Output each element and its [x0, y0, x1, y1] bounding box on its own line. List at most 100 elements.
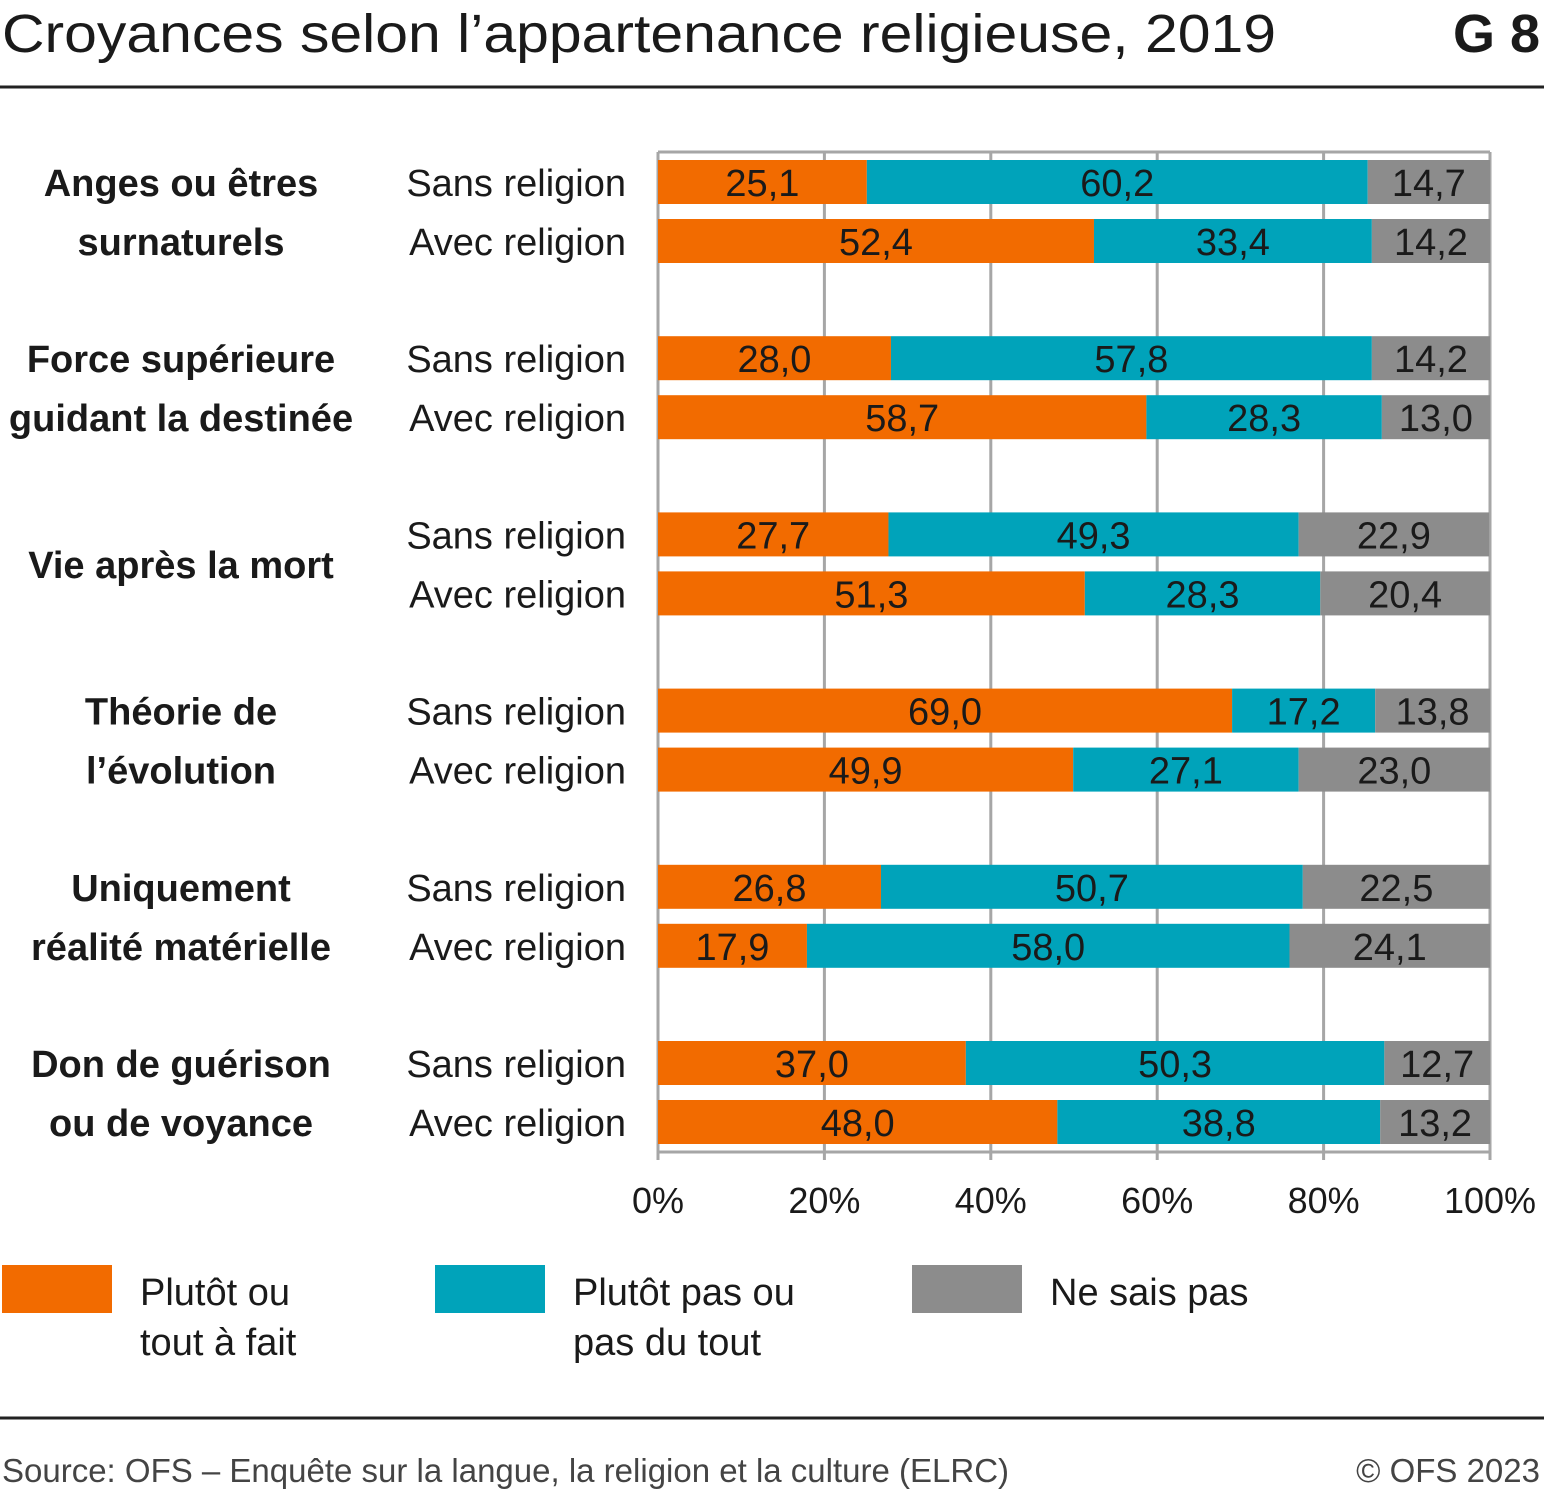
group-label: Uniquement — [71, 868, 291, 910]
row-label: Avec religion — [409, 222, 626, 264]
group-label: guidant la destinée — [9, 398, 353, 440]
x-tick-label: 40% — [955, 1180, 1027, 1221]
bar-segment — [1302, 864, 1490, 909]
x-tick-label: 0% — [632, 1180, 684, 1221]
data-label: 58,0 — [1011, 927, 1085, 969]
bar-segment — [658, 219, 1094, 263]
bar-segment — [1371, 336, 1490, 381]
bar-segment — [866, 160, 1368, 204]
bar-segment — [658, 160, 867, 204]
bar-segment — [1057, 1100, 1381, 1144]
bar-segment — [658, 571, 1085, 616]
x-tick-label: 60% — [1121, 1180, 1193, 1221]
data-label: 27,7 — [736, 515, 810, 557]
bar-segment — [965, 1041, 1385, 1085]
bar-segment — [658, 512, 889, 557]
group-label: Anges ou êtres — [44, 163, 319, 205]
data-label: 28,0 — [737, 339, 811, 381]
bar-segment — [1093, 219, 1372, 263]
bar-segment — [658, 395, 1147, 440]
data-label: 52,4 — [839, 222, 913, 264]
row-label: Avec religion — [409, 398, 626, 440]
row-label: Avec religion — [409, 1103, 626, 1145]
bar-segment — [1146, 395, 1382, 440]
group-label: Don de guérison — [31, 1044, 331, 1086]
data-label: 13,2 — [1398, 1103, 1472, 1145]
data-label: 60,2 — [1080, 163, 1154, 205]
data-label: 13,8 — [1396, 692, 1470, 734]
data-label: 22,5 — [1359, 868, 1433, 910]
bar-segment — [1232, 688, 1376, 733]
data-label: 50,3 — [1138, 1044, 1212, 1086]
bar-segment — [658, 1041, 966, 1085]
bar-segment — [880, 864, 1303, 909]
bar-segment — [658, 336, 891, 381]
bar-segment — [1371, 219, 1490, 263]
bar-segment — [658, 688, 1233, 733]
data-label: 14,2 — [1394, 339, 1468, 381]
row-label: Avec religion — [409, 751, 626, 793]
data-label: 27,1 — [1149, 751, 1223, 793]
row-label: Sans religion — [406, 868, 626, 910]
legend-label: pas du tout — [573, 1322, 761, 1364]
chart-id: G 8 — [1453, 4, 1540, 64]
group-label: réalité matérielle — [31, 927, 331, 969]
data-label: 12,7 — [1400, 1044, 1474, 1086]
bar-segment — [1289, 923, 1490, 968]
data-label: 50,7 — [1055, 868, 1129, 910]
row-label: Avec religion — [409, 927, 626, 969]
row-label: Sans religion — [406, 163, 626, 205]
data-label: 58,7 — [865, 398, 939, 440]
row-label: Avec religion — [409, 574, 626, 616]
data-label: 13,0 — [1399, 398, 1473, 440]
bar-segment — [658, 747, 1074, 792]
bar-segment — [1298, 512, 1490, 557]
data-label: 69,0 — [908, 692, 982, 734]
group-label: Force supérieure — [27, 339, 335, 381]
x-tick-label: 100% — [1444, 1180, 1536, 1221]
data-label: 14,7 — [1392, 163, 1466, 205]
source-note: Source: OFS – Enquête sur la langue, la … — [2, 1452, 1009, 1489]
bar-segment — [888, 512, 1299, 557]
legend-swatch — [912, 1265, 1022, 1313]
x-tick-label: 80% — [1288, 1180, 1360, 1221]
row-label: Sans religion — [406, 339, 626, 381]
row-label: Sans religion — [406, 1044, 626, 1086]
bar-segment — [1384, 1041, 1490, 1085]
bar-segment — [1367, 160, 1490, 204]
data-label: 14,2 — [1394, 222, 1468, 264]
bar-segment — [658, 864, 881, 909]
bar-segment — [1380, 1100, 1490, 1144]
legend-label: Plutôt ou — [140, 1272, 290, 1314]
row-label: Sans religion — [406, 692, 626, 734]
bar-segment — [1298, 747, 1490, 792]
legend-swatch — [2, 1265, 112, 1313]
bar-segment — [806, 923, 1290, 968]
bar-segment — [658, 923, 807, 968]
bar-segment — [1381, 395, 1490, 440]
group-label: Vie après la mort — [28, 545, 334, 587]
data-label: 22,9 — [1357, 515, 1431, 557]
data-label: 49,9 — [829, 751, 903, 793]
data-label: 17,9 — [695, 927, 769, 969]
data-label: 20,4 — [1368, 574, 1442, 616]
chart-title: Croyances selon l’appartenance religieus… — [2, 4, 1276, 64]
data-label: 37,0 — [775, 1044, 849, 1086]
row-label: Sans religion — [406, 515, 626, 557]
data-label: 25,1 — [725, 163, 799, 205]
data-label: 17,2 — [1267, 692, 1341, 734]
data-label: 24,1 — [1353, 927, 1427, 969]
x-tick-label: 20% — [788, 1180, 860, 1221]
data-label: 48,0 — [821, 1103, 895, 1145]
legend-label: tout à fait — [140, 1322, 297, 1364]
data-label: 49,3 — [1057, 515, 1131, 557]
bar-segment — [1084, 571, 1321, 616]
data-label: 28,3 — [1227, 398, 1301, 440]
group-label: Théorie de — [85, 692, 277, 734]
legend-swatch — [435, 1265, 545, 1313]
bar-segment — [890, 336, 1372, 381]
bar-segment — [1073, 747, 1299, 792]
bar-segment — [1320, 571, 1490, 616]
bar-segment — [658, 1100, 1058, 1144]
